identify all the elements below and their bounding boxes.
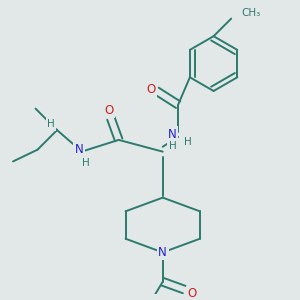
Text: O: O (146, 82, 155, 95)
Text: O: O (188, 287, 197, 300)
Text: H: H (184, 137, 192, 147)
Text: N: N (167, 128, 176, 140)
Text: O: O (104, 104, 113, 117)
Text: N: N (158, 246, 167, 259)
Text: H: H (169, 141, 176, 151)
Text: CH₃: CH₃ (241, 8, 260, 18)
Text: N: N (75, 143, 83, 156)
Text: H: H (47, 119, 55, 129)
Text: H: H (82, 158, 89, 168)
